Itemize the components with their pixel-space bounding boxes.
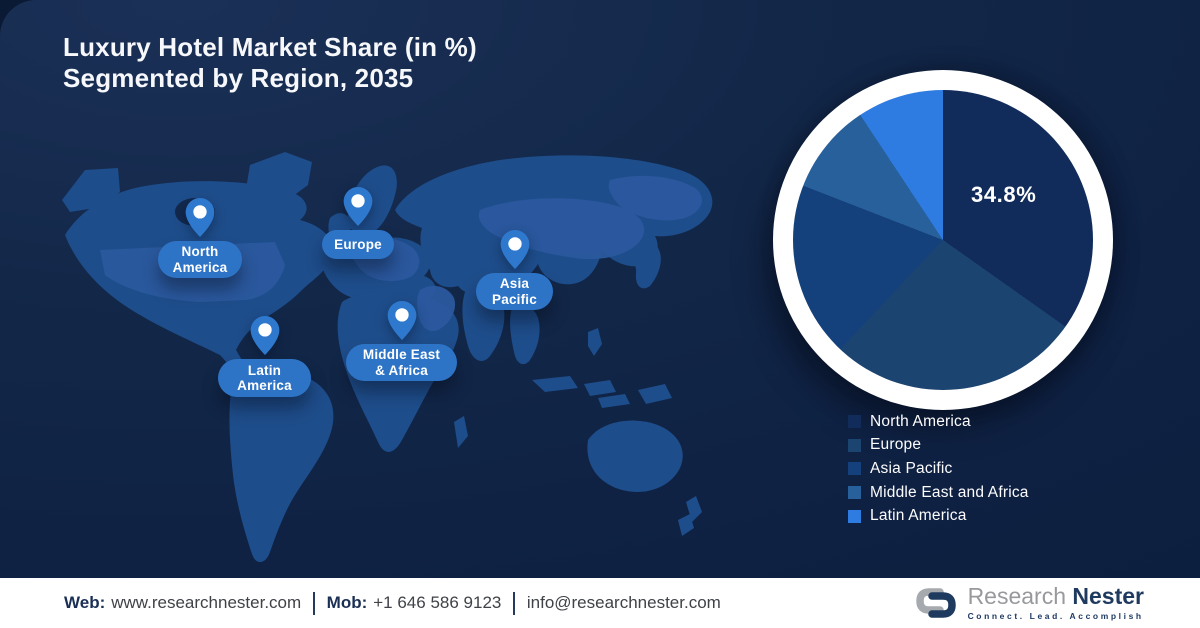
region-label-line: Pacific [492,291,537,307]
research-nester-logo: Research Nester Connect. Lead. Accomplis… [913,584,1144,622]
southeast-asia-landmass [510,305,540,365]
new-zealand-landmass [678,496,702,536]
region-label-asia-pacific: Asia Pacific [476,273,553,310]
region-label-line: & Africa [375,362,428,378]
legend-item-middle-east-africa: Middle East and Africa [848,481,1029,505]
legend-swatch [848,486,861,500]
region-label-line: Asia [499,276,530,291]
arabia-region-highlight [417,285,456,332]
divider [513,591,515,615]
contact-info: Web: www.researchnester.com Mob: +1 646 … [64,591,721,615]
region-label-line: Middle East [362,347,441,362]
pie-chart [793,90,1093,390]
south-america-landmass [229,366,334,563]
location-pin-icon [500,230,529,269]
map-pin-group-north-america: North America [158,198,242,278]
map-pin-group-middle-east-africa: Middle East & Africa [346,301,457,381]
australia-landmass [587,420,683,492]
page-title: Luxury Hotel Market Share (in %) Segment… [63,32,477,94]
title-line-1: Luxury Hotel Market Share (in %) [63,32,477,62]
region-label-europe: Europe [322,230,394,259]
website-link[interactable]: www.researchnester.com [111,593,302,612]
brand-name: Research Nester [968,585,1144,608]
region-label-line: North [181,244,219,259]
location-pin-icon [343,187,373,226]
region-label-line: Latin [247,362,282,378]
divider [313,591,315,615]
japan-landmass [633,243,661,289]
phone-link[interactable]: +1 646 586 9123 [373,593,502,612]
legend-swatch [848,438,861,452]
region-label-line: Europe [334,236,382,252]
map-pin-group-latin-america: Latin America [218,316,311,397]
brand-nester: Nester [1072,583,1144,609]
pie-legend: North America Europe Asia Pacific Middle… [848,410,1029,528]
pie-data-label: 34.8% [971,182,1037,207]
brand-tagline: Connect. Lead. Accomplish [967,611,1144,621]
region-label-middle-east-africa: Middle East & Africa [346,344,457,381]
logo-chain-link-icon [915,588,956,618]
legend-label: Europe [870,436,922,454]
legend-item-europe: Europe [848,434,1029,458]
pie-chart-ring: 34.8% [773,70,1113,410]
title-line-2: Segmented by Region, 2035 [63,63,414,93]
region-label-latin-america: Latin America [218,359,311,397]
legend-item-north-america: North America [848,410,1029,434]
philippines-landmass [588,328,602,356]
east-russia-region-highlight [608,175,703,221]
map-pin-group-europe: Europe [322,187,394,259]
legend-swatch [848,415,861,429]
legend-label: North America [870,412,971,430]
location-pin-icon [387,301,416,340]
legend-item-latin-america: Latin America [848,504,1029,528]
map-pin-group-asia-pacific: Asia Pacific [476,230,553,310]
location-pin-icon [185,198,215,237]
legend-label: Middle East and Africa [870,483,1029,501]
mob-label: Mob: [326,593,368,612]
legend-swatch [848,462,861,476]
legend-item-asia-pacific: Asia Pacific [848,457,1029,481]
email-link[interactable]: info@researchnester.com [526,593,721,612]
web-label: Web: [64,593,106,612]
madagascar-landmass [454,416,468,448]
logo-text-block: Research Nester Connect. Lead. Accomplis… [967,585,1144,622]
location-pin-icon [250,316,279,355]
region-label-north-america: North America [158,241,242,278]
legend-label: Latin America [870,507,967,525]
footer-bar: Web: www.researchnester.com Mob: +1 646 … [0,578,1200,628]
brand-research: Research [967,583,1066,609]
indonesia-landmass [532,376,630,408]
new-guinea-landmass [638,384,672,404]
region-label-line: America [237,378,292,393]
region-label-line: America [172,259,228,275]
legend-label: Asia Pacific [870,459,953,477]
legend-swatch [848,509,861,523]
